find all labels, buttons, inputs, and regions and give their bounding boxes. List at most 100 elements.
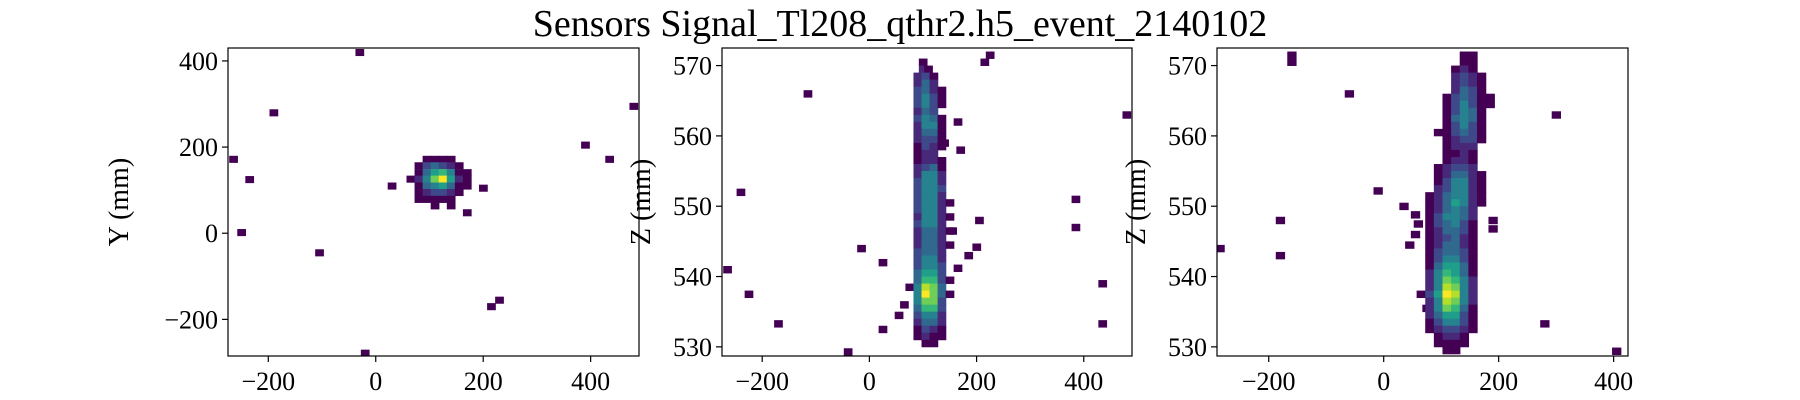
- heatmap-cell: [1344, 90, 1355, 98]
- heatmap-cell: [937, 121, 947, 130]
- heatmap-cell: [237, 229, 246, 237]
- heatmap-cell: [422, 155, 432, 163]
- heatmap-cell: [1459, 164, 1470, 172]
- heatmap-cell: [913, 149, 923, 158]
- heatmap-cell: [1476, 192, 1487, 200]
- heatmap-cell: [1459, 325, 1470, 334]
- heatmap-cell: [1459, 234, 1470, 242]
- heatmap-cell: [1451, 220, 1461, 228]
- heatmap-cell: [1442, 255, 1452, 263]
- heatmap-cell: [913, 318, 923, 327]
- heatmap-cell: [1451, 262, 1461, 270]
- heatmap-cell: [929, 311, 939, 320]
- heatmap-cell: [446, 169, 456, 177]
- heatmap-cell: [913, 128, 923, 137]
- x-tick-label: 200: [1479, 367, 1518, 396]
- heatmap-cell: [1468, 311, 1478, 320]
- heatmap-cell: [1425, 311, 1435, 320]
- heatmap-cell: [1098, 280, 1108, 288]
- heatmap-cell: [929, 192, 939, 200]
- heatmap-cell: [1459, 72, 1470, 81]
- heatmap-cell: [921, 325, 931, 334]
- heatmap-cell: [1442, 325, 1452, 334]
- heatmap-cell: [1468, 248, 1478, 256]
- heatmap-cell: [1433, 199, 1444, 207]
- heatmap-cell: [1476, 121, 1487, 130]
- heatmap-cell: [900, 301, 909, 309]
- heatmap-cell: [1468, 107, 1478, 116]
- x-tick-label: 0: [369, 367, 382, 396]
- heatmap-cell: [430, 155, 440, 163]
- heatmap-cell: [1433, 241, 1444, 249]
- heatmap-cell: [1451, 100, 1461, 109]
- heatmap-cell: [953, 118, 963, 126]
- heatmap-cell: [1433, 192, 1444, 200]
- heatmap-cell: [921, 297, 931, 306]
- heatmap-cell: [1488, 216, 1498, 225]
- heatmap-cell: [1425, 220, 1435, 228]
- y-tick-label: 530: [1168, 333, 1207, 362]
- heatmap-cell: [430, 162, 440, 170]
- heatmap-cell: [1451, 276, 1461, 284]
- heatmap-cell: [1425, 318, 1435, 327]
- heatmap-cell: [430, 195, 440, 203]
- x-tick-label: 400: [1064, 367, 1103, 396]
- heatmap-cell: [937, 241, 947, 249]
- y-tick-label: 570: [673, 52, 712, 81]
- heatmap-cell: [438, 155, 448, 163]
- heatmap-cell: [1476, 72, 1487, 81]
- heatmap-cell: [1468, 114, 1478, 123]
- x-tick-label: 0: [863, 367, 876, 396]
- heatmap-cell: [929, 262, 939, 270]
- heatmap-cell: [1468, 51, 1478, 59]
- heatmap-cell: [913, 332, 923, 341]
- heatmap-cell: [921, 213, 931, 221]
- heatmap-cell: [1433, 262, 1444, 270]
- x-tick-label: 0: [1377, 367, 1390, 396]
- heatmap-cell: [1275, 216, 1286, 225]
- heatmap-cell: [921, 318, 931, 327]
- heatmap-cell: [1433, 206, 1444, 214]
- heatmap-cell: [1451, 192, 1461, 200]
- heatmap-cell: [913, 227, 923, 235]
- heatmap-cell: [387, 182, 397, 190]
- heatmap-cell: [1442, 107, 1452, 116]
- heatmap-cell: [913, 325, 923, 334]
- heatmap-cell: [1433, 234, 1444, 242]
- heatmap-cell: [1442, 241, 1452, 249]
- heatmap-cell: [1476, 79, 1487, 88]
- heatmap-cell: [945, 227, 955, 235]
- heatmap-cell: [1459, 100, 1470, 109]
- plot-frame: [721, 47, 1133, 357]
- heatmap-cell: [1476, 128, 1487, 137]
- heatmap-cell: [1451, 142, 1461, 151]
- heatmap-cell: [1442, 227, 1452, 235]
- heatmap-cell: [1551, 111, 1561, 119]
- heatmap-cell: [1459, 255, 1470, 263]
- heatmap-cell: [985, 51, 995, 59]
- panel-2: −200 0 200 400 530 540 550 560 570 Z (mm): [626, 47, 1133, 396]
- heatmap-cell: [937, 185, 947, 193]
- heatmap-cell: [921, 164, 931, 172]
- heatmap-cell: [929, 220, 939, 228]
- heatmap-cell: [487, 303, 496, 311]
- y-axis-label: Y (mm): [104, 158, 135, 246]
- heatmap-cell: [1425, 283, 1435, 291]
- heatmap-cell: [1451, 157, 1461, 165]
- heatmap-cell: [929, 178, 939, 186]
- heatmap-cell: [1468, 100, 1478, 109]
- heatmap-cell: [929, 206, 939, 214]
- heatmap-cell: [937, 227, 947, 235]
- heatmap-cell: [913, 164, 923, 172]
- heatmap-cell: [1442, 213, 1452, 221]
- heatmap-cell: [454, 175, 464, 183]
- heatmap-cell: [422, 169, 432, 177]
- heatmap-cell: [913, 100, 923, 109]
- heatmap-cell: [774, 320, 783, 328]
- heatmap-cell: [430, 182, 440, 190]
- figure-title: Sensors Signal_Tl208_qthr2.h5_event_2140…: [533, 3, 1268, 45]
- heatmap-cell: [937, 283, 947, 291]
- heatmap-cell: [1468, 325, 1478, 334]
- heatmap-cell: [1451, 241, 1461, 249]
